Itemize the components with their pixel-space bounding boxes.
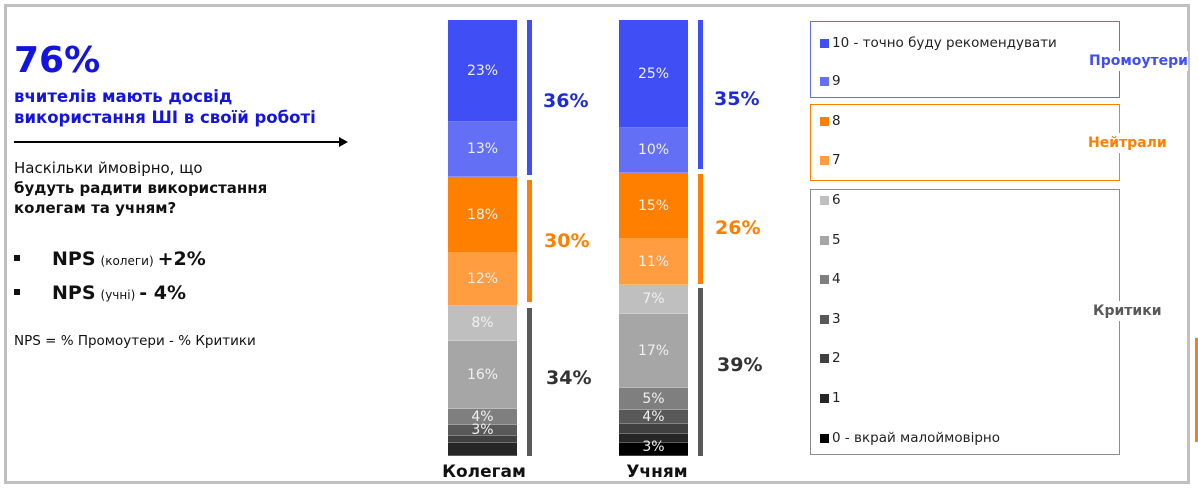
swatch-icon — [820, 393, 829, 403]
nps-value: - 4% — [139, 282, 187, 304]
headline-percent: 76% — [14, 40, 101, 81]
headline-line-1: вчителів мають досвід — [14, 87, 233, 106]
question-line-3: колегам та учням? — [14, 199, 177, 217]
bracket-neutrals-students — [698, 174, 703, 284]
nps-colleagues: NPS (колеги) +2% — [14, 248, 206, 282]
segment-6: 8% — [448, 306, 517, 341]
nps-sub: (учні) — [100, 288, 136, 302]
swatch-icon — [820, 195, 829, 205]
nps-label: NPS — [52, 282, 96, 304]
legend-group-neutrals — [810, 104, 1120, 181]
nps-value: +2% — [157, 248, 206, 270]
segment-8: 18% — [448, 177, 517, 253]
bar-students: 25% 10% 15% 11% 7% 17% 5% 4% 3% — [619, 20, 688, 456]
segment-8: 15% — [619, 173, 688, 239]
segment-10: 23% — [448, 20, 517, 122]
bracket-critics-colleagues — [527, 308, 532, 456]
legend-item-5: 5 — [820, 232, 841, 248]
promoters-pct-students: 35% — [714, 88, 760, 110]
swatch-icon — [820, 38, 829, 48]
swatch-icon — [820, 155, 829, 165]
segment-7: 12% — [448, 253, 517, 306]
slide-frame — [4, 4, 1190, 484]
bar-label-colleagues: Колегам — [442, 462, 526, 482]
group-label-neutrals: Нейтрали — [1088, 133, 1167, 153]
neutrals-pct-colleagues: 30% — [544, 230, 590, 252]
nps-list: NPS (колеги) +2% NPS (учні) - 4% — [14, 248, 206, 316]
legend-group-promoters — [810, 21, 1120, 98]
bracket-promoters-colleagues — [527, 20, 532, 175]
segment-1 — [448, 443, 517, 456]
bullet-icon — [14, 255, 20, 261]
bracket-neutrals-colleagues — [527, 180, 532, 302]
swatch-icon — [820, 314, 829, 324]
nps-sub: (колеги) — [100, 254, 154, 268]
swatch-icon — [820, 353, 829, 363]
segment-5: 16% — [448, 341, 517, 409]
swatch-icon — [820, 235, 829, 245]
legend-item-7: 7 — [820, 152, 841, 168]
bracket-critics-students — [698, 288, 703, 456]
segment-4: 5% — [619, 388, 688, 410]
critics-pct-colleagues: 34% — [546, 367, 592, 389]
segment-3: 3% — [448, 422, 517, 438]
bar-label-students: Учням — [626, 462, 688, 482]
segment-4: 4% — [448, 409, 517, 425]
critics-pct-students: 39% — [717, 354, 763, 376]
swatch-icon — [820, 116, 829, 126]
swatch-icon — [820, 274, 829, 284]
legend-item-0: 0 - вкрай малоймовірно — [820, 430, 1000, 446]
legend-item-3: 3 — [820, 311, 841, 327]
segment-9: 10% — [619, 128, 688, 173]
question-line-2: будуть радити використання — [14, 179, 268, 197]
segment-9: 13% — [448, 122, 517, 177]
segment-2 — [619, 424, 688, 434]
segment-6: 7% — [619, 285, 688, 314]
legend-item-1: 1 — [820, 390, 841, 406]
legend-item-4: 4 — [820, 271, 841, 287]
legend-item-9: 9 — [820, 73, 841, 89]
nps-students: NPS (учні) - 4% — [14, 282, 206, 316]
bullet-icon — [14, 289, 20, 295]
legend-item-6: 6 — [820, 192, 841, 208]
bar-colleagues: 23% 13% 18% 12% 8% 16% 4% 3% — [448, 20, 517, 456]
promoters-pct-colleagues: 36% — [543, 90, 589, 112]
headline-subtitle: вчителів мають досвід використання ШІ в … — [14, 86, 316, 128]
segment-0: 3% — [619, 439, 688, 456]
segment-5: 17% — [619, 314, 688, 388]
segment-3: 4% — [619, 409, 688, 425]
accent-bar — [1195, 338, 1198, 442]
question-line-1: Наскільки ймовірно, що — [14, 159, 203, 177]
headline-line-2: використання ШІ в своїй роботі — [14, 108, 316, 127]
legend-item-10: 10 - точно буду рекомендувати — [820, 35, 1057, 51]
segment-10: 25% — [619, 20, 688, 128]
segment-1 — [619, 434, 688, 443]
segment-7: 11% — [619, 239, 688, 285]
nps-formula: NPS = % Промоутери - % Критики — [14, 333, 256, 349]
swatch-icon — [820, 76, 829, 86]
group-label-promoters: Промоутери — [1089, 51, 1188, 71]
legend-item-2: 2 — [820, 350, 841, 366]
swatch-icon — [820, 433, 829, 443]
legend-group-critics — [810, 189, 1120, 455]
nps-label: NPS — [52, 248, 96, 270]
legend-item-8: 8 — [820, 113, 841, 129]
arrow-icon — [14, 137, 348, 147]
neutrals-pct-students: 26% — [715, 217, 761, 239]
segment-2 — [448, 436, 517, 443]
bracket-promoters-students — [698, 20, 703, 169]
group-label-critics: Критики — [1093, 301, 1162, 321]
question-text: Наскільки ймовірно, що будуть радити вик… — [14, 158, 267, 218]
